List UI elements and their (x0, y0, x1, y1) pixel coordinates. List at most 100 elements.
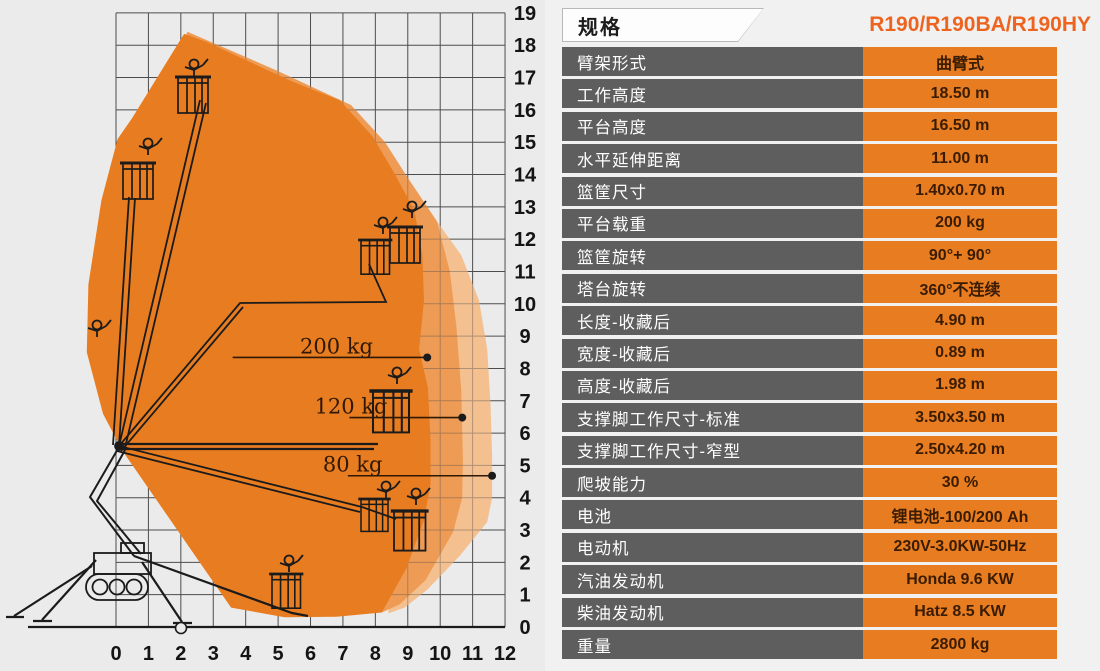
spec-panel: 规格 R190/R190BA/R190HY 臂架形式 曲臂式 工作高度 18.50 m… (545, 0, 1100, 671)
spec-row: 柴油发动机 Hatz 8.5 KW (562, 597, 1057, 627)
model-title: R190/R190BA/R190HY (869, 13, 1091, 36)
spec-label: 电动机 (562, 532, 863, 562)
spec-row: 臂架形式 曲臂式 (562, 47, 1057, 76)
svg-text:7: 7 (519, 391, 530, 413)
spec-row: 宽度-收藏后 0.89 m (562, 338, 1057, 368)
spec-row: 水平延伸距离 11.00 m (562, 144, 1057, 174)
spec-label: 篮筐旋转 (562, 241, 863, 271)
spec-label: 重量 (562, 630, 863, 660)
spec-value: 2800 kg (863, 630, 1057, 660)
svg-text:17: 17 (514, 68, 536, 90)
spec-label: 宽度-收藏后 (562, 338, 863, 368)
spec-row: 支撑脚工作尺寸-标准 3.50x3.50 m (562, 403, 1057, 433)
spec-value: 200 kg (863, 208, 1057, 238)
svg-text:4: 4 (240, 643, 252, 665)
spec-row: 工作高度 18.50 m (562, 79, 1057, 109)
riser-arm (88, 446, 142, 557)
spec-label: 平台载重 (562, 208, 863, 238)
svg-text:5: 5 (519, 455, 530, 477)
svg-text:12: 12 (514, 229, 536, 251)
spec-value: 2.50x4.20 m (863, 435, 1057, 465)
spec-label: 汽油发动机 (562, 565, 863, 595)
spec-row: 长度-收藏后 4.90 m (562, 306, 1057, 336)
svg-text:1: 1 (143, 643, 154, 665)
spec-label: 水平延伸距离 (562, 144, 863, 174)
svg-text:11: 11 (462, 643, 483, 665)
spec-row: 平台载重 200 kg (562, 208, 1057, 238)
svg-text:12: 12 (494, 643, 516, 665)
spec-row: 汽油发动机 Honda 9.6 KW (562, 565, 1057, 595)
spec-value: 16.50 m (863, 111, 1057, 141)
svg-text:200 kg: 200 kg (300, 334, 373, 358)
svg-text:7: 7 (337, 643, 348, 665)
spec-row: 篮筐尺寸 1.40x0.70 m (562, 176, 1057, 206)
svg-text:10: 10 (429, 643, 451, 665)
spec-label: 支撑脚工作尺寸-标准 (562, 403, 863, 433)
spec-label: 柴油发动机 (562, 597, 863, 627)
spec-label: 电池 (562, 500, 863, 530)
spec-value: 曲臂式 (863, 47, 1057, 76)
svg-text:4: 4 (519, 488, 531, 510)
svg-text:9: 9 (519, 326, 530, 348)
svg-text:10: 10 (514, 294, 536, 316)
svg-text:6: 6 (305, 643, 316, 665)
spec-table: 臂架形式 曲臂式 工作高度 18.50 m 平台高度 16.50 m 水平延伸距离 11.00… (562, 47, 1057, 662)
svg-text:3: 3 (208, 643, 219, 665)
boom-positions (112, 99, 397, 618)
spec-row: 电池 锂电池-100/200 Ah (562, 500, 1057, 530)
spec-label: 平台高度 (562, 111, 863, 141)
envelope-200kg (86, 33, 431, 618)
spec-value: 1.98 m (863, 370, 1057, 400)
spec-value: 360°不连续 (863, 273, 1057, 303)
spec-header-tab: 规格 (562, 8, 764, 42)
spec-value: 30 % (863, 468, 1057, 498)
spec-label: 篮筐尺寸 (562, 176, 863, 206)
spec-label: 塔台旋转 (562, 273, 863, 303)
spec-value: 3.50x3.50 m (863, 403, 1057, 433)
spec-value: 90°+ 90° (863, 241, 1057, 271)
svg-text:2: 2 (175, 643, 186, 665)
spec-value: Honda 9.6 KW (863, 565, 1057, 595)
svg-text:6: 6 (519, 423, 530, 445)
spec-value: 4.90 m (863, 306, 1057, 336)
svg-text:8: 8 (519, 358, 530, 380)
svg-text:3: 3 (519, 520, 530, 542)
svg-text:8: 8 (370, 643, 381, 665)
svg-text:11: 11 (514, 261, 535, 283)
spec-row: 爬坡能力 30 % (562, 468, 1057, 498)
outrigger-legs (6, 559, 192, 635)
svg-text:18: 18 (514, 35, 536, 57)
capacity-lines: 200 kg 120 kg 80 kg (232, 334, 497, 480)
spec-value: Hatz 8.5 KW (863, 597, 1057, 627)
svg-text:13: 13 (514, 197, 536, 219)
spec-header: 规格 R190/R190BA/R190HY (562, 8, 1091, 42)
spec-value: 11.00 m (863, 144, 1057, 174)
spec-value: 0.89 m (863, 338, 1057, 368)
svg-text:1: 1 (519, 585, 530, 607)
axis-labels: 0 1 2 3 4 5 6 7 8 9 10 11 12012345678910111213141516… (110, 3, 537, 665)
svg-text:19: 19 (514, 3, 536, 25)
spec-row: 重量 2800 kg (562, 630, 1057, 660)
svg-text:15: 15 (514, 132, 536, 154)
svg-text:5: 5 (273, 643, 284, 665)
spec-row: 高度-收藏后 1.98 m (562, 370, 1057, 400)
spec-value: 18.50 m (863, 79, 1057, 109)
spec-row: 支撑脚工作尺寸-窄型 2.50x4.20 m (562, 435, 1057, 465)
spec-label: 工作高度 (562, 79, 863, 109)
spec-value: 1.40x0.70 m (863, 176, 1057, 206)
spec-label: 支撑脚工作尺寸-窄型 (562, 435, 863, 465)
spec-title: 规格 (578, 16, 622, 39)
spec-value: 230V-3.0KW-50Hz (863, 532, 1057, 562)
spec-value: 锂电池-100/200 Ah (863, 500, 1057, 530)
svg-text:120 kg: 120 kg (315, 395, 388, 419)
spec-label: 臂架形式 (562, 47, 863, 76)
svg-text:14: 14 (514, 165, 537, 187)
svg-text:80 kg: 80 kg (323, 453, 383, 477)
spec-row: 塔台旋转 360°不连续 (562, 273, 1057, 303)
spec-row: 篮筐旋转 90°+ 90° (562, 241, 1057, 271)
spec-label: 爬坡能力 (562, 468, 863, 498)
svg-text:2: 2 (519, 552, 530, 574)
spec-label: 高度-收藏后 (562, 370, 863, 400)
